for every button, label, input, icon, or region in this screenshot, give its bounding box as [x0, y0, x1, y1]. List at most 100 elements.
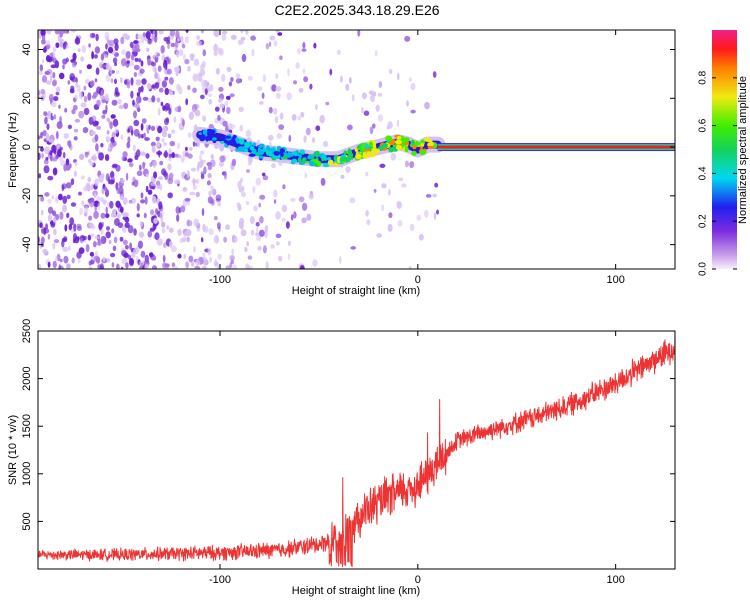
- noise-dot: [276, 133, 282, 139]
- noise-dot: [376, 233, 383, 238]
- noise-dot: [188, 111, 194, 120]
- noise-dot: [208, 98, 212, 105]
- noise-dot: [96, 99, 101, 107]
- noise-dot: [88, 215, 93, 221]
- noise-dot: [75, 161, 78, 167]
- noise-dot: [133, 119, 140, 127]
- noise-dot: [146, 47, 150, 52]
- track-blob: [230, 140, 237, 146]
- noise-dot: [58, 264, 61, 269]
- noise-dot: [40, 236, 45, 244]
- noise-dot: [270, 244, 275, 249]
- noise-dot: [83, 95, 88, 103]
- noise-dot: [47, 206, 54, 214]
- track-blob: [282, 155, 288, 160]
- spectrogram-y-axis: -40 -20 0 20 40: [21, 43, 675, 253]
- noise-dot: [43, 111, 48, 116]
- noise-dot: [169, 30, 176, 37]
- noise-dot: [275, 233, 282, 238]
- noise-dot: [71, 227, 75, 233]
- noise-dot: [116, 91, 120, 97]
- noise-dot: [108, 179, 115, 185]
- track-blob: [237, 146, 244, 152]
- noise-dot: [78, 247, 85, 255]
- track-blob: [206, 131, 212, 136]
- noise-dot: [144, 196, 148, 205]
- noise-dot: [68, 245, 71, 251]
- noise-dot: [51, 144, 57, 153]
- noise-dot: [217, 114, 221, 121]
- noise-dot: [299, 265, 305, 269]
- spectrogram-panel: -100 0 100 -40 -20 0 20 40 Height of straight …: [7, 29, 676, 297]
- noise-dot: [156, 52, 160, 57]
- noise-dot: [243, 30, 249, 33]
- noise-dot: [218, 86, 224, 92]
- noise-dot: [237, 180, 242, 189]
- noise-dot: [207, 247, 212, 256]
- noise-dot: [152, 222, 157, 230]
- noise-dot: [55, 42, 60, 48]
- noise-dot: [133, 72, 138, 77]
- noise-dot: [255, 177, 262, 186]
- noise-dot: [303, 135, 307, 143]
- noise-dot: [79, 207, 83, 216]
- noise-dot: [207, 173, 212, 179]
- noise-dot: [140, 123, 144, 131]
- snr-series-line: [38, 332, 675, 568]
- noise-dot: [127, 136, 131, 143]
- noise-dot: [93, 54, 98, 59]
- track-blob: [268, 150, 273, 157]
- noise-dot: [113, 38, 119, 45]
- noise-dot: [89, 251, 95, 257]
- noise-dot: [142, 161, 146, 170]
- noise-dot: [105, 93, 109, 102]
- noise-dot: [56, 121, 63, 129]
- noise-dot: [345, 166, 351, 173]
- noise-dot: [45, 40, 51, 46]
- noise-dot: [195, 191, 200, 198]
- noise-dot: [208, 84, 214, 92]
- noise-dot: [40, 147, 44, 152]
- noise-dot: [213, 30, 220, 37]
- noise-dot: [141, 78, 147, 85]
- noise-dot: [180, 205, 186, 213]
- noise-dot: [409, 161, 415, 169]
- noise-dot: [71, 257, 75, 264]
- noise-dot: [161, 221, 166, 228]
- noise-dot: [396, 119, 400, 128]
- noise-dot: [128, 60, 135, 67]
- noise-dot: [58, 104, 61, 109]
- noise-dot: [112, 57, 118, 64]
- noise-dot: [345, 83, 350, 91]
- noise-dot: [240, 229, 247, 237]
- noise-dot: [224, 171, 227, 180]
- noise-dot: [38, 135, 41, 140]
- noise-dot: [235, 78, 241, 84]
- noise-dot: [225, 224, 230, 230]
- track-blob: [258, 155, 264, 159]
- noise-dot: [170, 245, 177, 253]
- noise-dot: [62, 58, 68, 65]
- noise-dot: [95, 33, 99, 42]
- noise-dot: [158, 201, 163, 210]
- noise-dot: [135, 103, 140, 110]
- noise-dot: [67, 140, 70, 146]
- noise-dot: [52, 210, 56, 217]
- noise-dot: [304, 173, 307, 179]
- noise-dot: [90, 233, 95, 238]
- noise-dot: [105, 206, 108, 214]
- noise-dot: [93, 192, 97, 199]
- noise-dot: [119, 195, 125, 201]
- noise-dot: [196, 40, 203, 47]
- noise-dot: [405, 160, 409, 168]
- noise-dot: [189, 146, 193, 151]
- noise-dot: [87, 234, 92, 241]
- noise-dot: [147, 58, 152, 66]
- noise-dot: [219, 161, 224, 168]
- noise-dot: [156, 140, 161, 148]
- noise-dot: [145, 153, 150, 159]
- noise-dot: [261, 172, 266, 177]
- carrier-line: [437, 143, 675, 152]
- colorbar-tick-label: 0.0: [698, 262, 709, 276]
- noise-dot: [130, 77, 134, 86]
